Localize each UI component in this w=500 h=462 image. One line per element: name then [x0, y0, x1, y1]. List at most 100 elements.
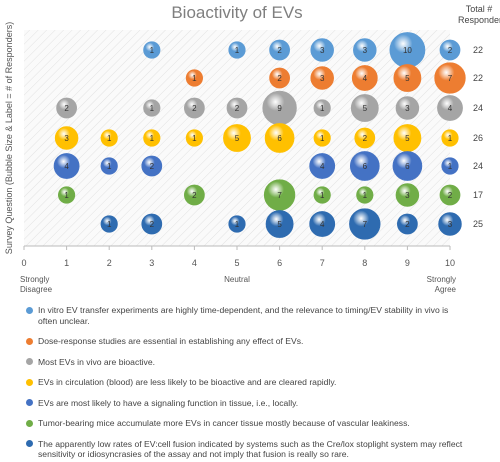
bubble-label: 6	[277, 134, 282, 143]
legend-marker	[26, 399, 33, 406]
bubble	[438, 212, 462, 236]
legend-item: EVs in circulation (blood) are less like…	[26, 377, 466, 388]
total-value: 24	[473, 103, 483, 113]
bubble	[185, 129, 203, 147]
legend-marker	[26, 337, 33, 345]
bubble-label: 7	[363, 220, 368, 229]
bubble-label: 6	[363, 162, 368, 171]
legend-label: Dose-response studies are essential in e…	[38, 336, 304, 346]
total-value: 25	[473, 219, 483, 229]
x-tick-label: 6	[277, 258, 282, 268]
bubble	[184, 184, 205, 206]
legend-marker	[26, 440, 33, 447]
bubble	[185, 69, 203, 87]
x-annotation: Neutral	[224, 275, 250, 284]
chart: Bioactivity of EVs Survey Question (Bubb…	[4, 3, 483, 294]
bubble-label: 1	[107, 162, 112, 171]
legend-item: In vitro EV transfer experiments are hig…	[26, 305, 466, 326]
bubble-label: 2	[363, 134, 368, 143]
bubble-label: 1	[320, 134, 325, 143]
bubble	[393, 64, 422, 92]
total-value: 26	[473, 133, 483, 143]
bubble	[228, 41, 246, 59]
x-tick-label: 0	[21, 258, 26, 268]
bubble-label: 3	[448, 220, 453, 229]
bubble-label: 2	[64, 104, 69, 113]
legend-marker	[26, 419, 33, 427]
bubble-label: 4	[320, 162, 325, 171]
bubble-label: 4	[363, 74, 368, 83]
legend-label: EVs are most likely to have a signaling …	[38, 397, 299, 408]
legend-label: EVs in circulation (blood) are less like…	[38, 377, 337, 387]
bubble	[269, 67, 290, 89]
bubble-label: 1	[107, 220, 112, 229]
bubble-label: 2	[150, 162, 155, 171]
x-tick-label: 5	[234, 258, 239, 268]
bubble	[392, 151, 423, 181]
bubble	[309, 211, 336, 237]
bubble	[143, 99, 161, 117]
bubble-label: 4	[64, 162, 69, 171]
x-tick-label: 9	[405, 258, 410, 268]
bubble-label: 2	[277, 46, 282, 55]
bubble	[313, 186, 331, 204]
bubble	[350, 94, 379, 122]
x-annotation: Strongly Agree	[427, 275, 457, 294]
bubble	[100, 129, 118, 147]
total-value: 22	[473, 73, 483, 83]
bubble-label: 1	[235, 220, 240, 229]
bubble-label: 3	[64, 134, 69, 143]
legend-item: Most EVs in vivo are bioactive.	[26, 357, 466, 368]
bubble-label: 3	[363, 46, 368, 55]
bubble	[100, 157, 118, 175]
bubble-label: 5	[405, 74, 410, 83]
bubble-label: 10	[403, 46, 412, 55]
legend-item: The apparently low rates of EV:cell fusi…	[26, 439, 466, 460]
bubble-label: 1	[150, 104, 155, 113]
bubble	[54, 126, 79, 150]
bubble-label: 6	[405, 162, 410, 171]
bubble-label: 3	[320, 74, 325, 83]
bubble	[437, 95, 463, 121]
bubble-label: 2	[405, 220, 410, 229]
bubble-label: 7	[448, 74, 453, 83]
legend-label: Tumor-bearing mice accumulate more EVs i…	[38, 418, 410, 428]
x-tick-label: 4	[192, 258, 197, 268]
legend-label: The apparently low rates of EV:cell fusi…	[38, 438, 463, 460]
bubble	[395, 183, 420, 207]
bubble	[223, 124, 251, 152]
bubble	[441, 157, 459, 175]
bubble-label: 2	[277, 74, 282, 83]
bubble	[353, 38, 377, 62]
chart-title: Bioactivity of EVs	[171, 3, 302, 22]
legend: In vitro EV transfer experiments are hig…	[26, 305, 466, 462]
x-tick-label: 2	[107, 258, 112, 268]
bubble-label: 1	[448, 134, 453, 143]
bubble	[434, 62, 466, 94]
legend-item: Tumor-bearing mice accumulate more EVs i…	[26, 418, 466, 429]
bubble	[349, 208, 381, 240]
x-tick-label: 3	[149, 258, 154, 268]
bubble	[354, 127, 376, 149]
bubble	[100, 215, 118, 233]
bubble	[141, 155, 163, 177]
bubble-label: 1	[150, 134, 155, 143]
bubble	[395, 96, 420, 120]
bubble-label: 2	[192, 191, 197, 200]
total-value: 24	[473, 161, 483, 171]
bubble-label: 3	[320, 46, 325, 55]
bubble-label: 1	[235, 46, 240, 55]
bubble-label: 1	[64, 191, 69, 200]
bubble	[226, 97, 248, 119]
bubble	[265, 210, 294, 238]
bubble	[397, 213, 418, 235]
bubble	[313, 129, 331, 147]
bubble	[351, 65, 378, 91]
bubble	[264, 123, 295, 153]
x-annotation: Strongly Disagree	[20, 275, 53, 294]
bubble-label: 5	[405, 134, 410, 143]
bubble-label: 3	[405, 104, 410, 113]
bubble	[143, 129, 161, 147]
bubble-label: 2	[235, 104, 240, 113]
total-value: 17	[473, 190, 483, 200]
